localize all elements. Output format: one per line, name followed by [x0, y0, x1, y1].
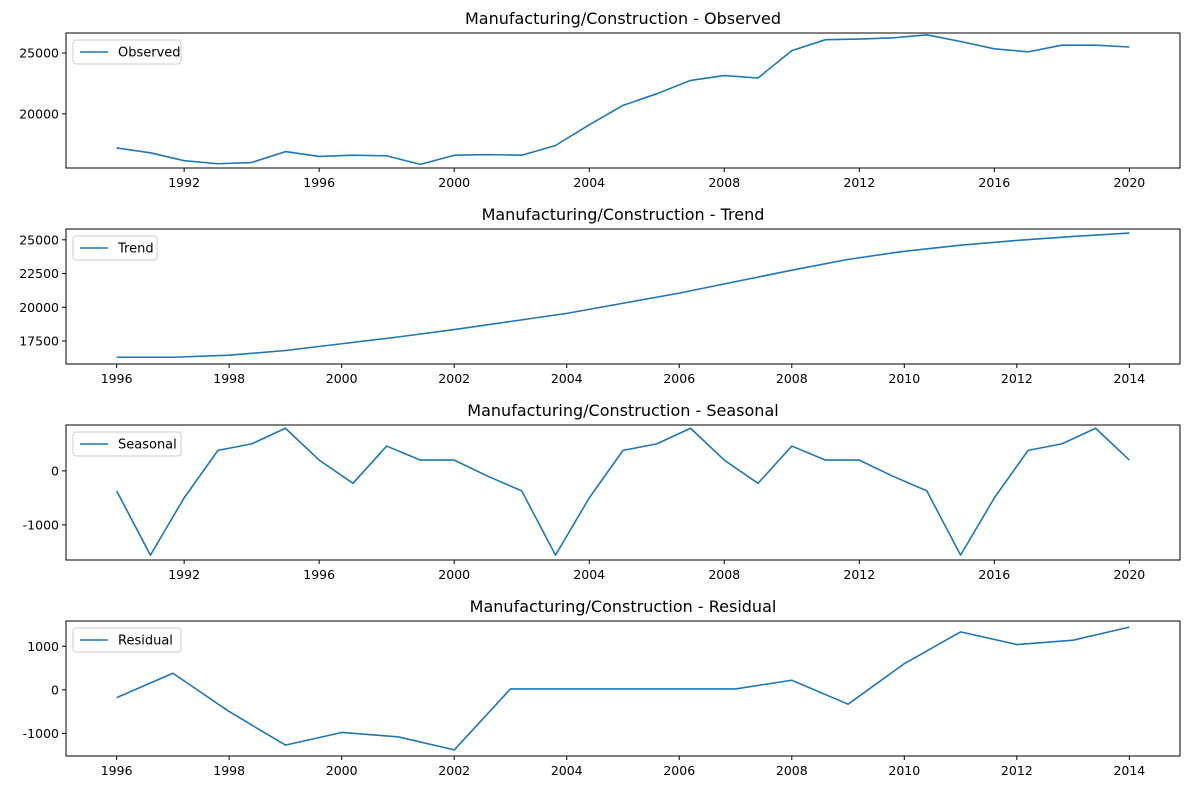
x-tick-label: 2004: [573, 175, 605, 190]
x-tick-label: 1992: [168, 567, 200, 582]
x-tick-label: 2008: [776, 763, 808, 778]
series-line-residual: [116, 626, 1130, 751]
legend-box: [72, 235, 158, 261]
x-tick-label: 2020: [1113, 175, 1145, 190]
x-tick-label: 2016: [978, 175, 1010, 190]
y-tick-label: 20000: [19, 106, 59, 121]
x-tick-label: 2016: [978, 567, 1010, 582]
plot-frame: [65, 32, 1181, 169]
y-tick-label: 25000: [19, 46, 59, 61]
chart-panel-3: Manufacturing/Construction - Seasonal 199…: [23, 401, 1181, 582]
x-tick-label: 2010: [888, 763, 920, 778]
chart-title: Manufacturing/Construction - Seasonal: [467, 401, 778, 420]
x-tick-label: 2004: [551, 371, 583, 386]
x-tick-label: 2000: [438, 175, 470, 190]
plot-frame: [65, 228, 1181, 365]
x-tick-label: 1996: [101, 371, 133, 386]
legend-label: Residual: [118, 634, 173, 649]
x-tick-label: 2020: [1113, 567, 1145, 582]
y-tick-label: -1000: [23, 726, 59, 741]
x-tick-label: 2012: [1001, 763, 1033, 778]
series-line-seasonal: [115, 427, 1130, 556]
x-tick-label: 2012: [843, 567, 875, 582]
y-tick-label: 20000: [19, 300, 59, 315]
y-tick-label: 1000: [27, 639, 59, 654]
x-tick-label: 2012: [843, 175, 875, 190]
x-tick-label: 1998: [213, 371, 245, 386]
x-tick-label: 2014: [1113, 763, 1145, 778]
x-tick-label: 1996: [303, 175, 335, 190]
x-tick-label: 2014: [1113, 371, 1145, 386]
chart-title: Manufacturing/Construction - Residual: [470, 597, 777, 616]
legend-label: Trend: [117, 242, 154, 257]
legend-box: [72, 39, 182, 65]
x-tick-label: 2004: [573, 567, 605, 582]
x-tick-label: 2002: [438, 371, 470, 386]
plot-frame: [65, 620, 1181, 757]
series-line-observed: [116, 34, 1130, 166]
y-tick-label: 25000: [19, 232, 59, 247]
x-tick-label: 2010: [888, 371, 920, 386]
x-tick-label: 2002: [438, 763, 470, 778]
y-tick-label: 22500: [19, 266, 59, 281]
y-tick-label: 0: [51, 682, 59, 697]
chart-panel-4: Manufacturing/Construction - Residual 199…: [23, 597, 1181, 778]
legend-label: Observed: [118, 46, 181, 61]
x-tick-label: 1998: [213, 763, 245, 778]
y-tick-label: -1000: [23, 517, 59, 532]
x-tick-label: 2008: [776, 371, 808, 386]
legend-box: [72, 627, 182, 653]
x-tick-label: 1996: [303, 567, 335, 582]
legend-box: [72, 431, 182, 457]
chart-panel-1: Manufacturing/Construction - Observed 199…: [19, 9, 1181, 190]
x-tick-label: 2006: [663, 763, 695, 778]
chart-panel-2: Manufacturing/Construction - Trend 1996 19…: [19, 205, 1181, 386]
plot-frame: [65, 424, 1181, 561]
x-tick-label: 2000: [438, 567, 470, 582]
y-tick-label: 0: [51, 463, 59, 478]
y-tick-label: 17500: [19, 334, 59, 349]
series-line-trend: [116, 232, 1130, 359]
legend-label: Seasonal: [118, 438, 177, 453]
x-tick-label: 1996: [101, 763, 133, 778]
x-tick-label: 2004: [551, 763, 583, 778]
x-tick-label: 2000: [326, 763, 358, 778]
x-tick-label: 2000: [326, 371, 358, 386]
x-tick-label: 2012: [1001, 371, 1033, 386]
x-tick-label: 2008: [708, 567, 740, 582]
x-tick-label: 2008: [708, 175, 740, 190]
x-tick-label: 1992: [168, 175, 200, 190]
x-tick-label: 2006: [663, 371, 695, 386]
chart-title: Manufacturing/Construction - Trend: [482, 205, 765, 224]
chart-title: Manufacturing/Construction - Observed: [465, 9, 781, 28]
